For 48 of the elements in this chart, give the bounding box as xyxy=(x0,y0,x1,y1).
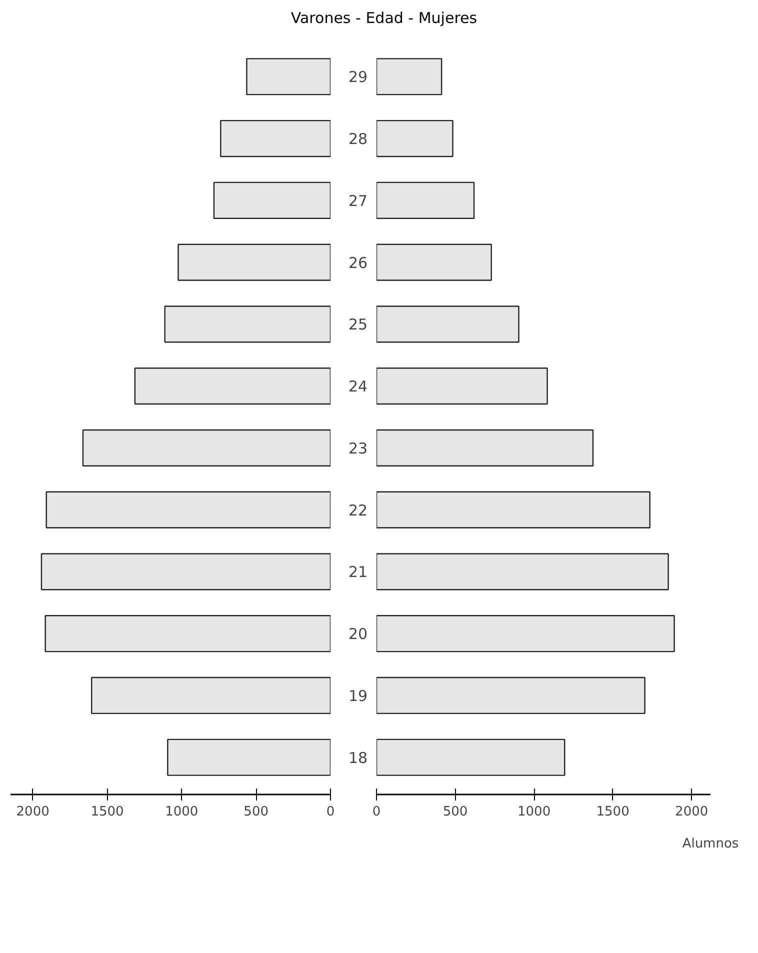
x-tick-label: 500 xyxy=(442,804,468,820)
x-tick-label: 1500 xyxy=(90,804,124,820)
x-tick-label: 2000 xyxy=(675,804,708,820)
y-tick-label: 21 xyxy=(348,564,368,582)
bar xyxy=(44,615,330,653)
bar xyxy=(164,306,330,344)
bar xyxy=(376,368,548,406)
bar xyxy=(376,554,669,591)
y-tick-label: 26 xyxy=(348,254,368,272)
bar xyxy=(376,430,594,467)
y-tick-label: 29 xyxy=(348,68,368,87)
bar xyxy=(213,182,330,220)
bar xyxy=(376,677,646,714)
x-tick-label: 1000 xyxy=(518,804,551,820)
bar xyxy=(376,244,492,282)
bar xyxy=(376,182,475,220)
bar xyxy=(91,677,330,714)
text: Varones - Edad - Mujeres xyxy=(290,8,478,29)
bar xyxy=(40,554,330,591)
bar xyxy=(376,306,520,344)
y-tick-label: 22 xyxy=(348,502,368,520)
bar xyxy=(376,615,675,653)
bar xyxy=(376,58,442,96)
y-tick-label: 28 xyxy=(348,130,368,148)
bar xyxy=(376,492,650,529)
y-tick-label: 25 xyxy=(348,316,368,334)
bar xyxy=(246,58,330,96)
x-tick-label: 0 xyxy=(372,804,381,820)
bar xyxy=(178,244,330,282)
bar xyxy=(220,120,330,158)
bar xyxy=(82,430,330,467)
bar xyxy=(167,739,330,776)
x-tick-label: 500 xyxy=(244,804,269,820)
y-tick-label: 23 xyxy=(348,440,368,458)
y-tick-label: 18 xyxy=(348,749,368,768)
x-tick-label: 1000 xyxy=(165,804,198,820)
x-tick-label: 1500 xyxy=(596,804,630,820)
bar xyxy=(134,368,330,406)
y-tick-label: 24 xyxy=(348,378,368,396)
y-tick-label: 19 xyxy=(348,687,368,706)
x-tick-label: 0 xyxy=(326,804,335,820)
y-tick-label: 27 xyxy=(348,192,368,210)
bar xyxy=(376,120,454,158)
x-tick-label: 2000 xyxy=(16,804,50,820)
x-axis-title: Alumnos xyxy=(682,836,739,852)
bar xyxy=(46,492,330,529)
bar xyxy=(376,739,566,776)
y-tick-label: 20 xyxy=(348,626,368,644)
